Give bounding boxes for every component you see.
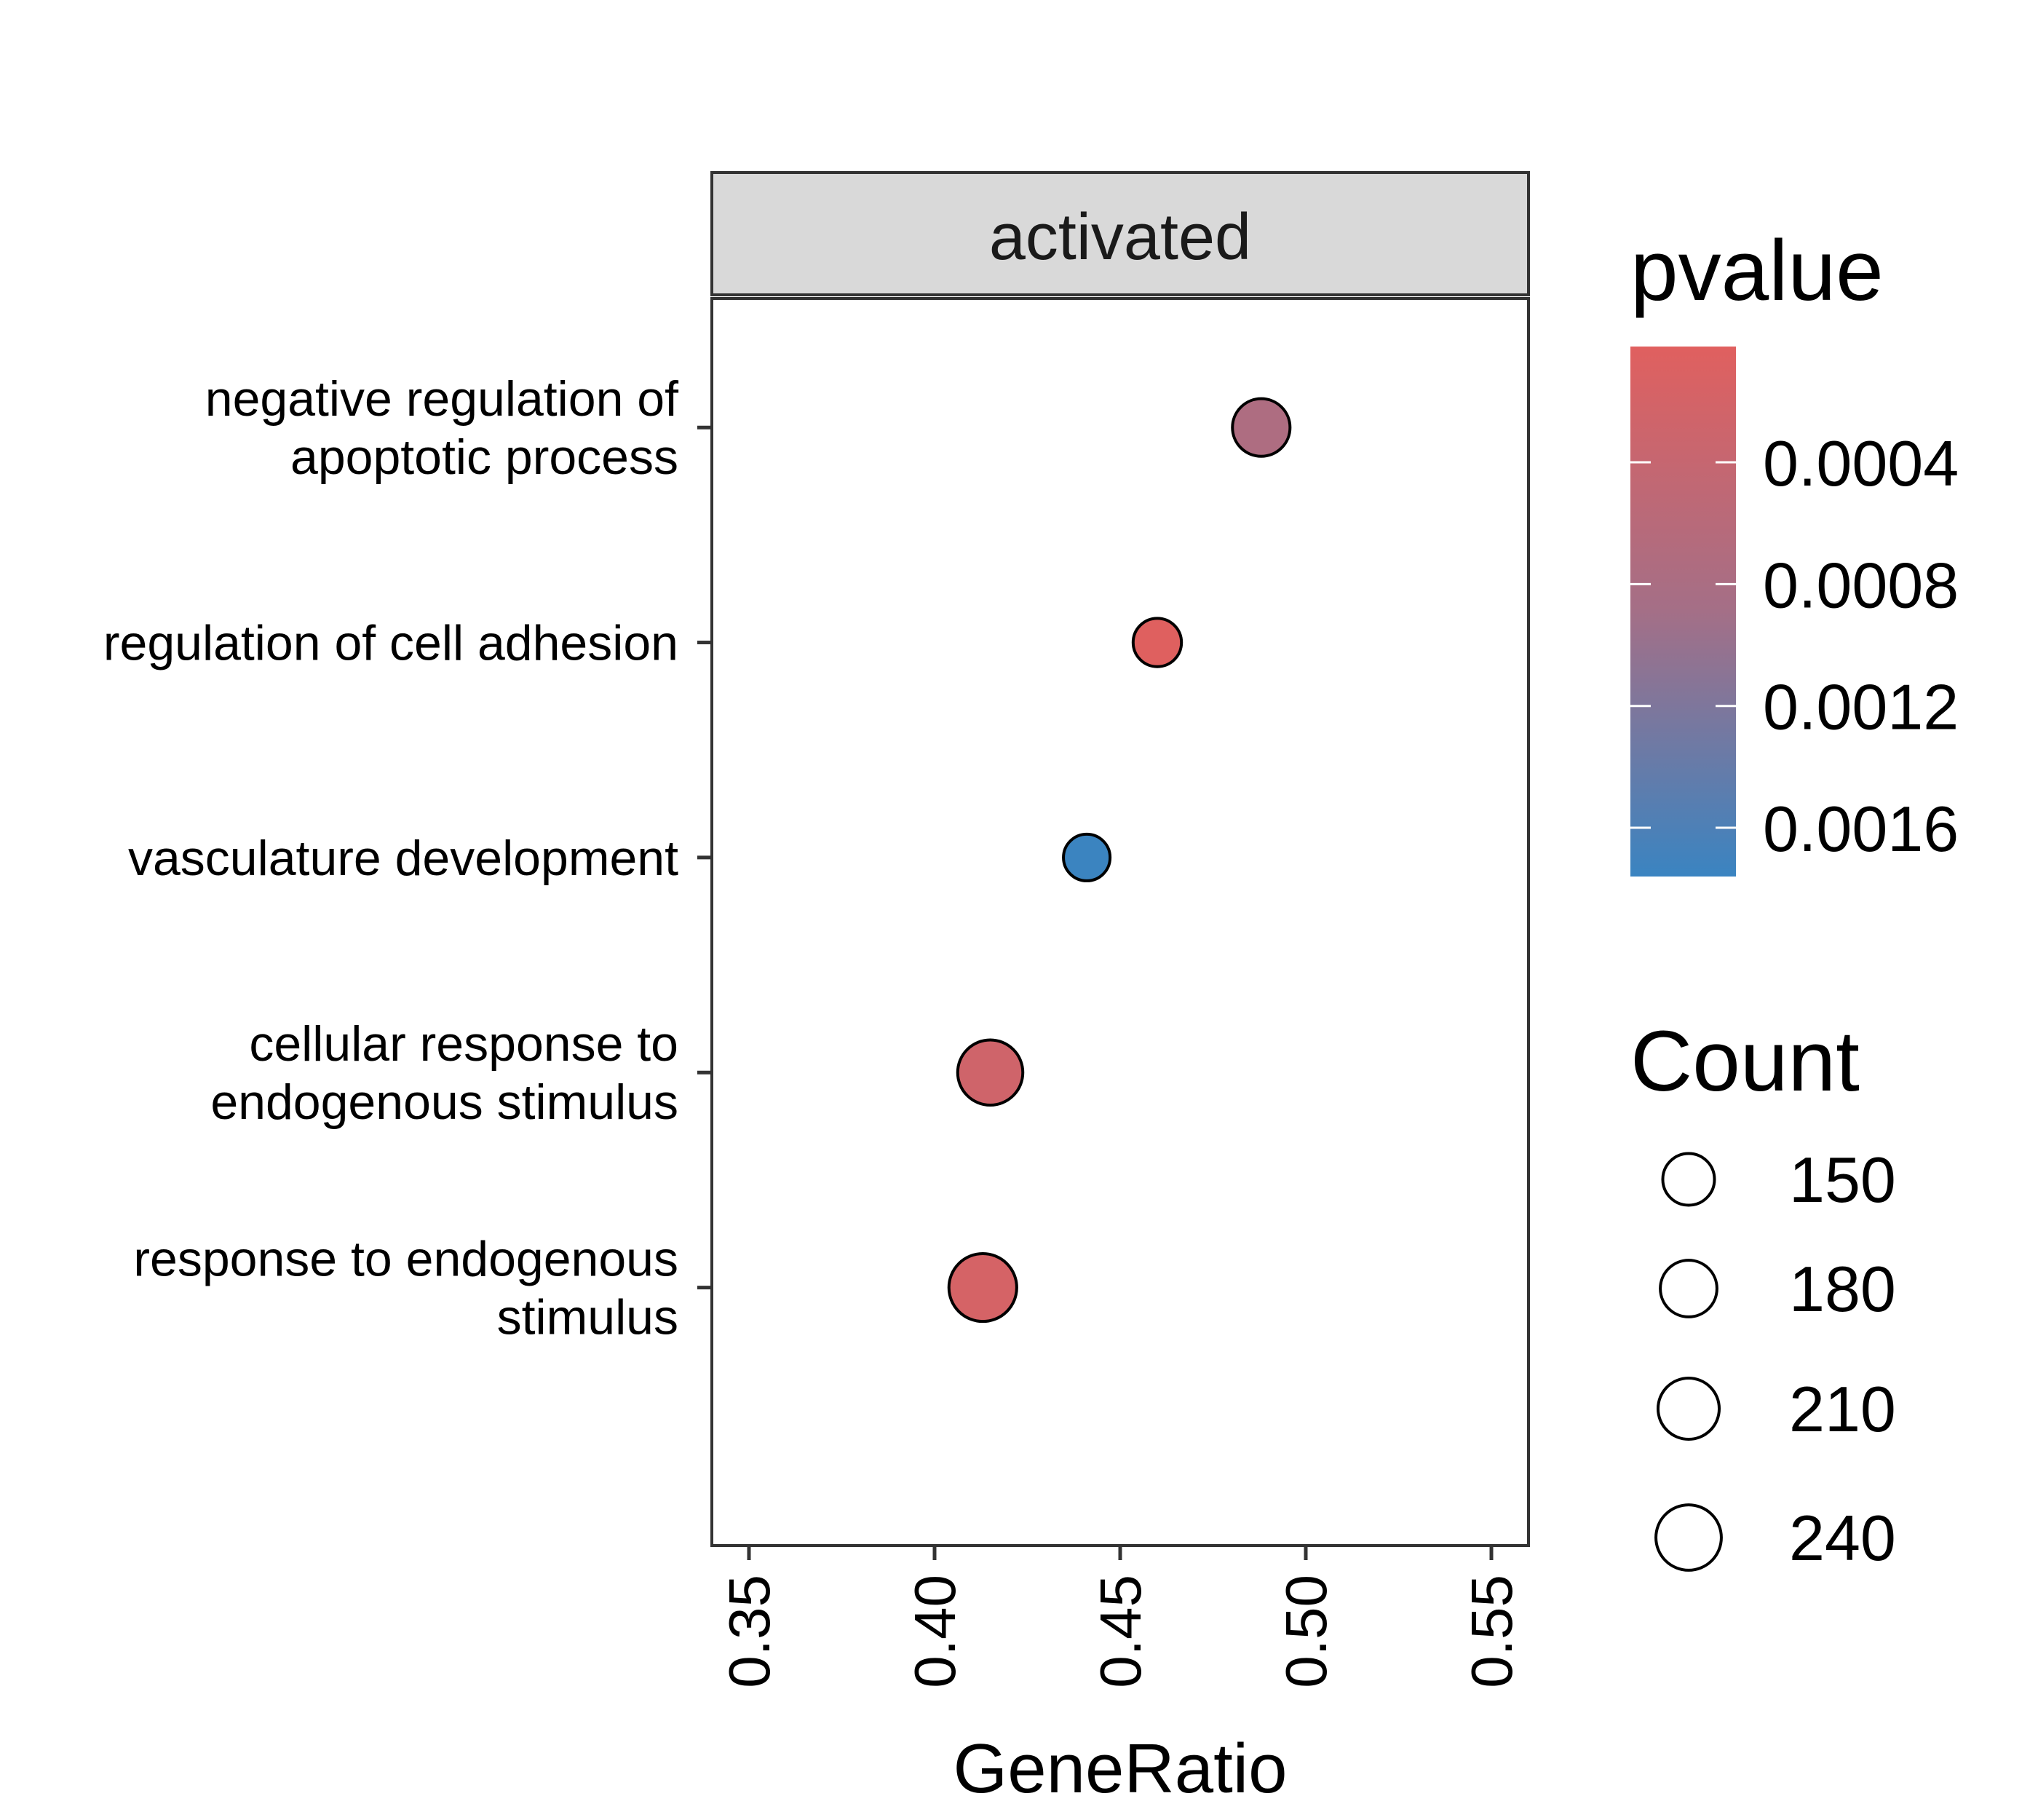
x-tick-label: 0.55 [1459,1575,1524,1688]
y-tick-label: vasculature development [128,831,678,886]
y-tick-label: response to endogenous [133,1232,678,1287]
color-legend-label: 0.0012 [1763,671,1959,743]
data-point [956,1038,1025,1107]
facet-label: activated [989,201,1251,274]
size-legend-label: 240 [1789,1502,1896,1574]
y-tick-label: apoptotic process [290,430,678,485]
plot-panel [710,297,1530,1547]
size-legend-key [1656,1376,1721,1441]
size-legend: Count 150 180 210 240 [1630,1013,1896,1574]
x-tick-label: 0.35 [717,1575,782,1688]
y-tick-label: endogenous stimulus [210,1075,678,1130]
y-tick-label: stimulus [497,1290,678,1345]
size-legend-key [1661,1152,1716,1207]
data-point [1062,832,1112,882]
data-points [947,397,1292,1324]
size-legend-key [1654,1503,1723,1572]
data-point [947,1252,1018,1324]
data-point [1131,617,1183,668]
color-legend-title: pvalue [1630,223,1884,319]
y-tick-label: regulation of cell adhesion [103,616,678,671]
color-bar [1630,347,1736,877]
x-axis: 0.35 0.40 0.45 0.50 0.55 [717,1546,1524,1688]
facet-strip [710,171,1530,296]
color-legend: pvalue 0.0004 0.0008 0.0012 0.0016 [1630,223,1959,877]
color-legend-label: 0.0004 [1763,427,1959,499]
x-tick-label: 0.40 [903,1575,967,1688]
size-legend-key [1659,1259,1718,1318]
size-legend-label: 210 [1789,1373,1896,1445]
y-tick-label: cellular response to [249,1016,678,1072]
size-legend-keys: 150 180 210 240 [1654,1144,1896,1574]
x-tick-label: 0.45 [1088,1575,1153,1688]
color-legend-label: 0.0016 [1763,793,1959,865]
size-legend-label: 180 [1789,1253,1896,1325]
size-legend-label: 150 [1789,1144,1896,1216]
data-point [1231,397,1292,458]
color-legend-label: 0.0008 [1763,549,1959,621]
size-legend-title: Count [1630,1013,1860,1109]
x-tick-label: 0.50 [1274,1575,1339,1688]
color-bar-ticks: 0.0004 0.0008 0.0012 0.0016 [1630,427,1959,865]
x-axis-title: GeneRatio [953,1730,1288,1808]
y-tick-label: negative regulation of [205,371,678,427]
